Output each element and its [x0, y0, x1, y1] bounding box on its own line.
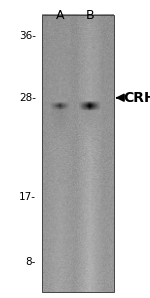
- Text: 36-: 36-: [19, 31, 36, 41]
- Bar: [42, 15, 114, 292]
- Text: B: B: [86, 9, 94, 22]
- Text: 17-: 17-: [19, 192, 36, 202]
- Text: CRH: CRH: [123, 91, 150, 105]
- Text: A: A: [56, 9, 64, 22]
- Text: 8-: 8-: [26, 257, 36, 267]
- Text: 28-: 28-: [19, 93, 36, 103]
